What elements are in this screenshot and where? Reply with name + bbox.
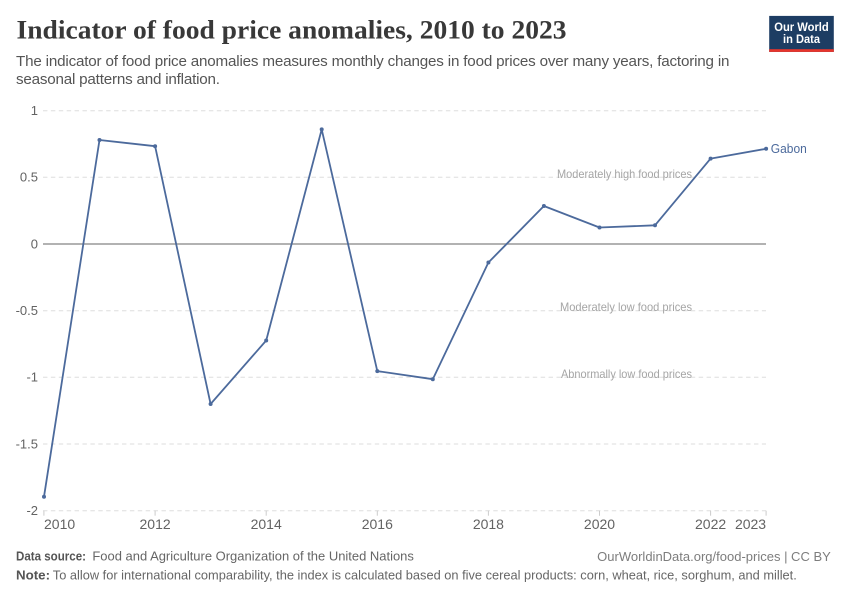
svg-text:2014: 2014 (251, 516, 282, 532)
svg-text:Moderately low food prices: Moderately low food prices (560, 300, 692, 314)
svg-text:The indicator of food price an: The indicator of food price anomalies me… (16, 53, 730, 70)
svg-text:2012: 2012 (140, 516, 171, 532)
svg-text:2020: 2020 (584, 516, 615, 532)
svg-text:Abnormally low food prices: Abnormally low food prices (561, 367, 692, 381)
svg-text:Data source:: Data source: (16, 549, 86, 564)
svg-text:2023: 2023 (735, 516, 766, 532)
svg-text:-0.5: -0.5 (16, 303, 38, 318)
svg-text:Our World: Our World (774, 20, 829, 34)
svg-text:2022: 2022 (695, 516, 726, 532)
svg-text:Food and Agriculture Organizat: Food and Agriculture Organization of the… (92, 549, 414, 564)
svg-text:Gabon: Gabon (771, 141, 807, 156)
svg-text:2018: 2018 (473, 516, 504, 532)
svg-text:2016: 2016 (362, 516, 393, 532)
svg-text:Indicator of food price anomal: Indicator of food price anomalies, 2010 … (17, 16, 567, 45)
svg-text:To allow for international com: To allow for international comparability… (53, 568, 797, 583)
svg-text:2010: 2010 (44, 516, 75, 532)
svg-text:0: 0 (31, 236, 38, 251)
svg-text:Moderately high food prices: Moderately high food prices (557, 167, 692, 181)
svg-text:1: 1 (31, 103, 38, 118)
svg-text:OurWorldinData.org/food-prices: OurWorldinData.org/food-prices | CC BY (597, 549, 831, 564)
svg-text:Note:: Note: (16, 568, 50, 583)
svg-text:-1: -1 (26, 370, 38, 385)
svg-text:-1.5: -1.5 (16, 436, 38, 451)
svg-text:seasonal patterns and inflatio: seasonal patterns and inflation. (16, 71, 220, 88)
svg-text:-2: -2 (26, 503, 38, 518)
svg-text:0.5: 0.5 (20, 170, 38, 185)
svg-text:in Data: in Data (783, 32, 820, 46)
